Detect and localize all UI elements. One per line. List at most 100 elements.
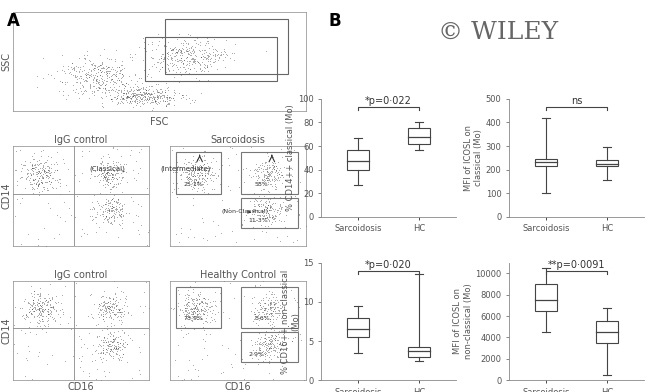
Point bbox=[268, 301, 279, 307]
Point bbox=[109, 183, 119, 189]
Point bbox=[266, 153, 277, 159]
Point bbox=[181, 169, 192, 176]
Point bbox=[188, 177, 199, 183]
Point bbox=[296, 338, 306, 344]
Point bbox=[271, 310, 281, 316]
Point bbox=[97, 81, 107, 87]
Point bbox=[118, 95, 128, 101]
Point bbox=[294, 224, 305, 230]
Y-axis label: % CD14++ classical (Mo): % CD14++ classical (Mo) bbox=[286, 104, 295, 211]
Text: *p=0·020: *p=0·020 bbox=[365, 260, 412, 270]
Point bbox=[139, 97, 150, 103]
Point bbox=[120, 83, 130, 89]
Point bbox=[59, 198, 70, 205]
Point bbox=[96, 173, 106, 180]
Point bbox=[180, 66, 190, 73]
Point bbox=[270, 344, 280, 350]
Point bbox=[47, 304, 57, 310]
Point bbox=[36, 148, 47, 154]
Point bbox=[88, 60, 99, 67]
Text: (Intermediate): (Intermediate) bbox=[160, 165, 211, 172]
Point bbox=[68, 86, 79, 93]
Point bbox=[114, 207, 125, 214]
Point bbox=[63, 63, 73, 69]
Point bbox=[257, 209, 268, 215]
Point bbox=[81, 72, 91, 78]
Point bbox=[168, 62, 178, 68]
Point bbox=[150, 98, 160, 105]
Point bbox=[102, 55, 112, 61]
Point bbox=[161, 60, 172, 67]
Point bbox=[48, 75, 58, 81]
Point bbox=[86, 67, 96, 73]
Point bbox=[101, 214, 111, 220]
Point bbox=[34, 292, 45, 298]
Point bbox=[268, 308, 278, 314]
Point bbox=[30, 305, 40, 311]
Point bbox=[276, 204, 287, 211]
Point bbox=[175, 49, 185, 56]
Point bbox=[251, 207, 261, 213]
Point bbox=[29, 291, 39, 297]
Point bbox=[150, 97, 161, 103]
Point bbox=[107, 172, 117, 179]
Point bbox=[175, 47, 185, 53]
Point bbox=[193, 166, 203, 172]
Point bbox=[106, 176, 116, 182]
Point bbox=[188, 169, 199, 175]
Point bbox=[192, 312, 202, 318]
Point bbox=[110, 343, 120, 349]
Point bbox=[96, 171, 106, 178]
Point bbox=[103, 197, 113, 203]
Point bbox=[194, 175, 204, 181]
Point bbox=[156, 90, 166, 96]
Point bbox=[111, 73, 122, 79]
Point bbox=[187, 173, 197, 180]
Point bbox=[257, 339, 267, 346]
Point bbox=[254, 209, 265, 215]
Point bbox=[126, 91, 136, 97]
Point bbox=[100, 71, 110, 77]
Point bbox=[265, 164, 276, 170]
Point bbox=[208, 52, 218, 58]
Point bbox=[266, 329, 276, 336]
Point bbox=[251, 173, 261, 180]
Point bbox=[153, 95, 164, 102]
Point bbox=[38, 307, 49, 313]
Point bbox=[261, 166, 272, 172]
Point bbox=[202, 312, 213, 318]
Point bbox=[97, 103, 107, 109]
Point bbox=[16, 167, 27, 174]
Point bbox=[198, 305, 209, 311]
Point bbox=[288, 239, 298, 245]
Point bbox=[205, 314, 216, 320]
Point bbox=[77, 82, 87, 89]
Point bbox=[276, 350, 286, 357]
Point bbox=[111, 351, 121, 357]
Point bbox=[106, 320, 116, 326]
Point bbox=[249, 203, 259, 209]
Point bbox=[133, 170, 143, 176]
Point bbox=[100, 69, 110, 75]
Point bbox=[102, 299, 112, 306]
Point bbox=[163, 51, 174, 57]
Point bbox=[248, 198, 259, 204]
Point bbox=[117, 81, 127, 87]
Point bbox=[272, 337, 282, 343]
Point bbox=[35, 305, 46, 312]
Point bbox=[109, 79, 119, 85]
Point bbox=[108, 354, 118, 361]
Point bbox=[23, 173, 34, 179]
Point bbox=[45, 171, 55, 178]
Point bbox=[266, 169, 277, 176]
Point bbox=[132, 87, 142, 93]
Point bbox=[256, 221, 266, 228]
Point bbox=[101, 306, 112, 312]
Point bbox=[215, 230, 226, 236]
Point bbox=[97, 211, 107, 217]
Point bbox=[172, 159, 182, 165]
Point bbox=[104, 314, 114, 320]
Point bbox=[101, 196, 111, 203]
Point bbox=[27, 376, 37, 383]
Point bbox=[109, 311, 119, 318]
